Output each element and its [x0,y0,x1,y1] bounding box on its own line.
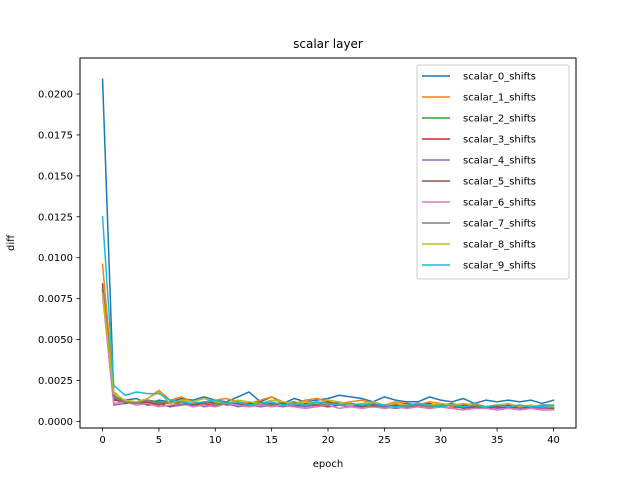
legend-box [416,64,570,280]
y-axis: 0.0000 0.0025 0.0050 0.0075 0.0100 0.0125 0.01… [38,90,80,428]
x-tick-label-7: 35 [491,435,504,446]
x-tick-label-3: 15 [265,435,278,446]
y-tick-label-2: 0.0050 [38,335,73,346]
y-axis-label: diff [6,234,17,251]
legend-label-7: scalar_7_shifts [463,219,536,230]
legend: scalar_0_shifts scalar_1_shifts scalar_2_s… [416,64,570,280]
series-line-9 [101,216,555,408]
x-tick-label-6: 30 [434,435,447,446]
legend-label-1: scalar_1_shifts [463,93,536,104]
x-tick-label-4: 20 [322,435,335,446]
legend-label-4: scalar_4_shifts [463,156,536,167]
legend-label-3: scalar_3_shifts [463,135,536,146]
y-tick-label-3: 0.0075 [38,294,73,305]
y-tick-label-0: 0.0000 [38,417,73,428]
x-tick-label-1: 5 [156,435,162,446]
y-tick-label-8: 0.0200 [38,90,73,101]
plot-lines [101,78,555,411]
x-tick-label-2: 10 [209,435,222,446]
x-tick-label-5: 25 [378,435,391,446]
x-axis-label: epoch [313,459,343,470]
y-tick-label-4: 0.0100 [38,253,73,264]
legend-label-8: scalar_8_shifts [463,240,536,251]
chart-title: scalar layer [293,37,363,51]
x-tick-label-8: 40 [547,435,560,446]
y-tick-label-6: 0.0150 [38,171,73,182]
y-tick-label-5: 0.0125 [38,212,73,223]
y-tick-label-7: 0.0175 [38,130,73,141]
x-tick-label-0: 0 [99,435,105,446]
x-axis: 0 5 10 15 20 25 30 35 40 [99,428,560,446]
legend-label-0: scalar_0_shifts [463,72,536,83]
y-tick-label-1: 0.0025 [38,376,73,387]
series-line-0 [101,78,555,405]
legend-label-5: scalar_5_shifts [463,177,536,188]
legend-label-6: scalar_6_shifts [463,198,536,209]
legend-label-2: scalar_2_shifts [463,114,536,125]
legend-label-9: scalar_9_shifts [463,261,536,272]
